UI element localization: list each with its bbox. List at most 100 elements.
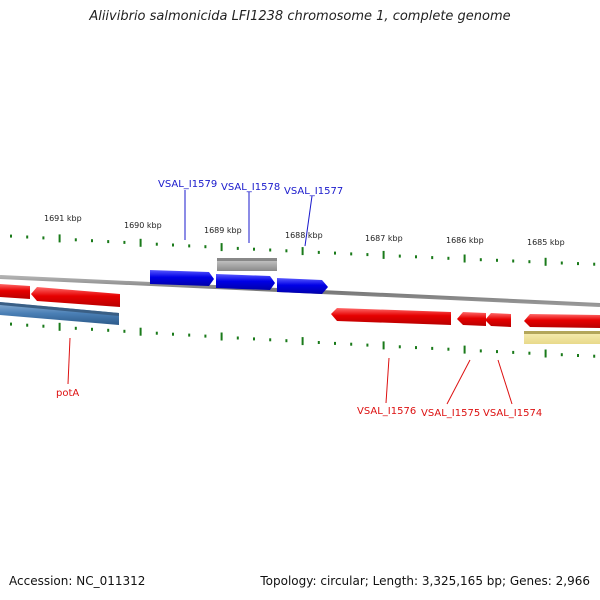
leader-vsal-i1576 xyxy=(385,357,390,404)
ruler-tick xyxy=(577,354,579,357)
ruler-tick xyxy=(26,323,29,327)
gene-label-vsal-i1579[interactable]: VSAL_I1579 xyxy=(158,179,217,190)
ruler-tick xyxy=(220,332,223,341)
ruler-tick xyxy=(366,343,369,347)
ruler-tick xyxy=(415,346,417,350)
ruler-tick xyxy=(447,256,450,260)
misc-feature-gray[interactable] xyxy=(217,258,277,271)
ruler-tick xyxy=(285,249,288,253)
ruler-tick xyxy=(301,337,304,346)
ruler-tick xyxy=(366,253,369,257)
ruler-tick xyxy=(26,235,29,239)
gene-arrow-vsal-i1575[interactable] xyxy=(457,312,486,326)
ruler-tick xyxy=(91,239,93,243)
ruler-tick xyxy=(463,254,466,263)
ruler-tick xyxy=(496,258,498,262)
gene-label-vsal-i1575[interactable]: VSAL_I1575 xyxy=(421,408,480,419)
topology-text: Topology: circular; Length: 3,325,165 bp… xyxy=(260,574,590,588)
ruler-tick xyxy=(317,341,320,344)
ruler-tick xyxy=(398,345,401,349)
ruler-tick xyxy=(496,350,498,354)
ruler-tick xyxy=(220,243,223,252)
ruler-tick xyxy=(172,332,174,336)
ruler-tick xyxy=(577,262,579,266)
ruler-tick xyxy=(431,256,434,260)
ruler-tick xyxy=(479,349,482,353)
misc-feature-yellow[interactable] xyxy=(524,331,600,344)
ruler-tick xyxy=(301,247,304,256)
ruler-tick xyxy=(139,327,142,336)
ruler-tick xyxy=(123,329,126,333)
ruler-tick xyxy=(172,243,174,247)
upper-ruler xyxy=(10,234,596,266)
ruler-tick xyxy=(350,252,353,256)
ruler-tick xyxy=(317,250,320,254)
ruler-tick xyxy=(91,327,93,331)
gene-arrow-vsal-i1577[interactable] xyxy=(277,278,328,294)
ruler-tick xyxy=(512,259,515,263)
gene-arrow-vsal-i1579[interactable] xyxy=(150,270,214,286)
ruler-tick xyxy=(42,236,45,240)
ruler-tick xyxy=(236,246,239,250)
ruler-tick xyxy=(398,254,401,258)
ruler-tick xyxy=(42,324,45,328)
lower-ruler xyxy=(10,322,596,358)
ruler-tick xyxy=(415,255,417,259)
gene-label-vsal-i1574[interactable]: VSAL_I1574 xyxy=(483,408,542,419)
ruler-tick xyxy=(236,336,239,340)
gene-arrow-red-1[interactable] xyxy=(31,287,120,307)
ruler-tick xyxy=(382,250,385,259)
ruler-tick xyxy=(58,234,61,243)
gene-arrow-vsal-i1574[interactable] xyxy=(485,313,511,327)
ruler-tick xyxy=(10,322,12,326)
ruler-tick xyxy=(463,345,466,354)
ruler-tick xyxy=(204,245,207,249)
gene-arrow-vsal-i1578[interactable] xyxy=(216,274,275,290)
gene-label-pota[interactable]: potA xyxy=(56,388,79,399)
ruler-tick xyxy=(74,326,77,330)
ruler-tick xyxy=(382,341,385,350)
ruler-tick xyxy=(334,251,336,255)
ruler-tick xyxy=(544,349,547,358)
ruler-tick xyxy=(544,257,547,266)
ruler-tick xyxy=(593,354,596,358)
tick-label-1690: 1690 kbp xyxy=(124,221,162,230)
leader-vsal-i1575 xyxy=(446,359,471,405)
gene-label-vsal-i1577[interactable]: VSAL_I1577 xyxy=(284,186,343,197)
ruler-tick xyxy=(447,347,450,351)
accession-text: Accession: NC_011312 xyxy=(9,574,146,588)
ruler-tick xyxy=(560,353,563,357)
ruler-tick xyxy=(188,244,191,248)
ruler-tick xyxy=(139,238,142,247)
gene-label-vsal-i1578[interactable]: VSAL_I1578 xyxy=(221,182,280,193)
map-title: Aliivibrio salmonicida LFI1238 chromosom… xyxy=(89,9,511,24)
ruler-tick xyxy=(528,260,531,264)
tick-label-1689: 1689 kbp xyxy=(204,226,242,235)
ruler-tick xyxy=(593,262,596,266)
ruler-tick xyxy=(431,346,434,350)
tick-label-1691: 1691 kbp xyxy=(44,214,82,223)
ruler-tick xyxy=(204,334,207,338)
leader-vsal-i1577 xyxy=(304,195,313,247)
gene-label-vsal-i1576[interactable]: VSAL_I1576 xyxy=(357,406,416,417)
ruler-tick xyxy=(560,261,563,265)
tick-label-1687: 1687 kbp xyxy=(365,234,403,243)
ruler-tick xyxy=(528,351,531,355)
ruler-tick xyxy=(188,333,191,337)
gene-arrow-right-edge[interactable] xyxy=(524,314,600,328)
ruler-tick xyxy=(107,240,110,244)
ruler-tick xyxy=(269,248,272,252)
leader-vsal-i1574 xyxy=(497,359,513,405)
ruler-tick xyxy=(58,322,61,331)
gene-arrow-vsal-i1576[interactable] xyxy=(331,308,451,325)
ruler-tick xyxy=(512,350,515,354)
ruler-tick xyxy=(253,337,255,341)
misc-feature-blue[interactable] xyxy=(0,302,119,325)
tick-label-1685: 1685 kbp xyxy=(527,238,565,247)
gene-arrow-left-edge[interactable] xyxy=(0,284,30,299)
tick-label-1686: 1686 kbp xyxy=(446,236,484,245)
ruler-tick xyxy=(253,247,255,251)
ruler-tick xyxy=(155,242,158,246)
ruler-tick xyxy=(155,331,158,335)
